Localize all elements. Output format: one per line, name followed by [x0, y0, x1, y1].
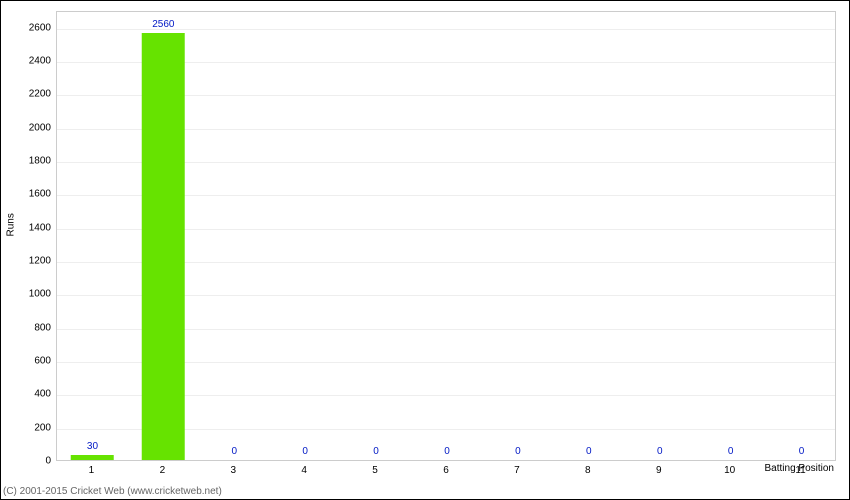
y-tick-label: 800 [11, 322, 51, 333]
bar-value-label: 2560 [138, 19, 188, 30]
x-tick-label: 2 [132, 465, 192, 476]
bar-value-label: 0 [209, 446, 259, 457]
y-tick-label: 2200 [11, 89, 51, 100]
chart-container: 302560000000000 Runs Batting Position (C… [0, 0, 850, 500]
plot-area: 30 2560 0 0 0 0 0 0 0 0 0 [56, 11, 836, 461]
bar-value-label: 0 [564, 446, 614, 457]
x-tick-label: 1 [61, 465, 121, 476]
bar-value-label: 0 [777, 446, 827, 457]
bar-value-label: 0 [706, 446, 756, 457]
bar [142, 33, 185, 460]
x-tick-label: 7 [487, 465, 547, 476]
bar-value-label: 0 [351, 446, 401, 457]
x-tick-label: 8 [558, 465, 618, 476]
y-tick-label: 1800 [11, 156, 51, 167]
x-tick-label: 6 [416, 465, 476, 476]
y-tick-label: 600 [11, 356, 51, 367]
x-tick-label: 10 [700, 465, 760, 476]
y-tick-label: 1400 [11, 222, 51, 233]
y-tick-label: 1600 [11, 189, 51, 200]
y-tick-label: 1000 [11, 289, 51, 300]
x-tick-label: 5 [345, 465, 405, 476]
bar-value-label: 0 [422, 446, 472, 457]
y-tick-label: 1200 [11, 256, 51, 267]
x-tick-label: 4 [274, 465, 334, 476]
y-tick-label: 400 [11, 389, 51, 400]
bar-value-label: 0 [493, 446, 543, 457]
bar-value-label: 0 [280, 446, 330, 457]
y-tick-label: 200 [11, 422, 51, 433]
bar [71, 455, 114, 460]
bar-value-label: 30 [67, 441, 117, 452]
x-tick-label: 3 [203, 465, 263, 476]
y-tick-label: 2000 [11, 122, 51, 133]
x-tick-label: 9 [629, 465, 689, 476]
bar-value-label: 0 [635, 446, 685, 457]
y-tick-label: 2400 [11, 56, 51, 67]
copyright-text: (C) 2001-2015 Cricket Web (www.cricketwe… [3, 486, 222, 497]
x-tick-label: 11 [771, 465, 831, 476]
y-tick-label: 2600 [11, 22, 51, 33]
y-tick-label: 0 [11, 456, 51, 467]
